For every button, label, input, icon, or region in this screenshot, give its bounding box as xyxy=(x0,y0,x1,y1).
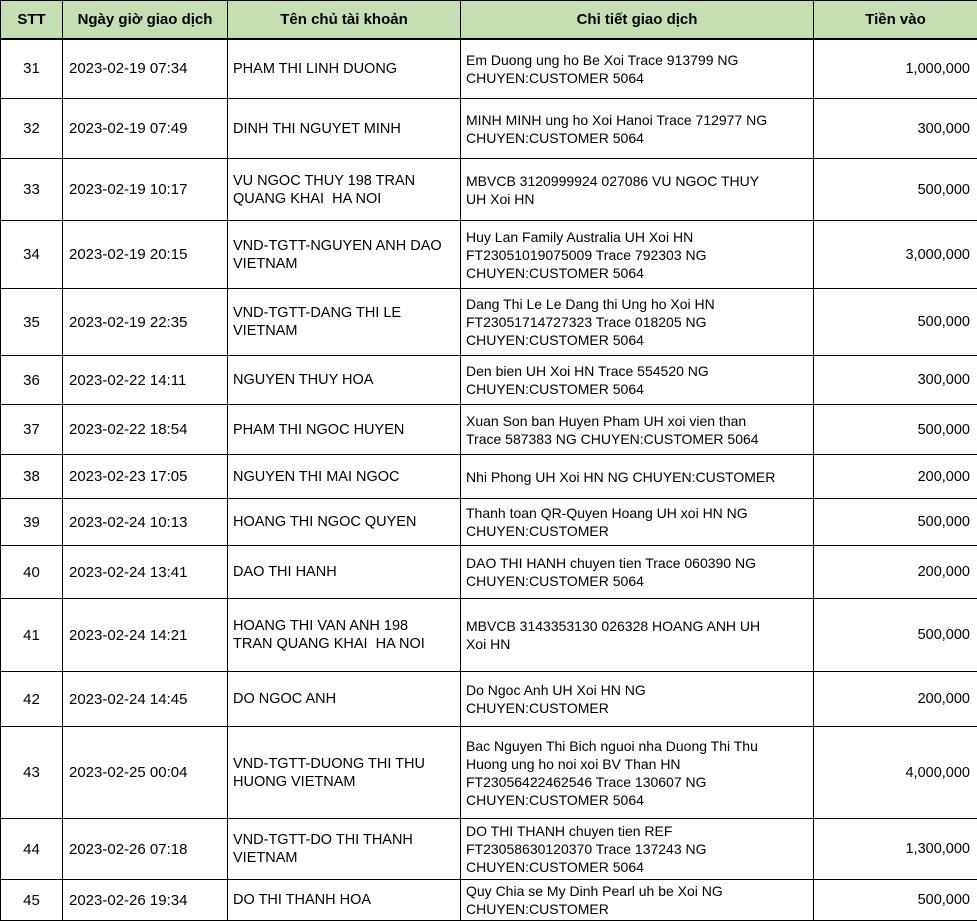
account-cell: PHAM THI LINH DUONG xyxy=(227,38,461,99)
table-row: 39 2023-02-24 10:13 HOANG THI NGOC QUYEN… xyxy=(0,498,977,546)
stt-cell: 35 xyxy=(0,288,63,356)
amount-cell: 200,000 xyxy=(813,671,977,727)
account-cell: DINH THI NGUYET MINH xyxy=(227,98,461,159)
details-cell: Quy Chia se My Dinh Pearl uh be Xoi NG C… xyxy=(460,879,814,921)
stt-cell: 37 xyxy=(0,404,63,455)
stt-cell: 32 xyxy=(0,98,63,159)
amount-cell: 500,000 xyxy=(813,598,977,672)
table-row: 32 2023-02-19 07:49 DINH THI NGUYET MINH… xyxy=(0,98,977,159)
account-cell: NGUYEN THUY HOA xyxy=(227,355,461,405)
amount-cell: 1,300,000 xyxy=(813,818,977,880)
details-cell: MINH MINH ung ho Xoi Hanoi Trace 712977 … xyxy=(460,98,814,159)
details-cell: Xuan Son ban Huyen Pham UH xoi vien than… xyxy=(460,404,814,455)
account-cell: PHAM THI NGOC HUYEN xyxy=(227,404,461,455)
column-header-stt: STT xyxy=(0,0,63,40)
stt-cell: 36 xyxy=(0,355,63,405)
details-cell: Bac Nguyen Thi Bich nguoi nha Duong Thi … xyxy=(460,726,814,819)
datetime-cell: 2023-02-24 14:45 xyxy=(62,671,228,727)
amount-cell: 200,000 xyxy=(813,454,977,499)
column-header-datetime: Ngày giờ giao dịch xyxy=(62,0,228,40)
account-cell: VND-TGTT-DUONG THI THU HUONG VIETNAM xyxy=(227,726,461,819)
amount-cell: 3,000,000 xyxy=(813,220,977,289)
details-cell: Em Duong ung ho Be Xoi Trace 913799 NG C… xyxy=(460,38,814,99)
column-header-account: Tên chủ tài khoản xyxy=(227,0,461,40)
datetime-cell: 2023-02-22 18:54 xyxy=(62,404,228,455)
stt-cell: 31 xyxy=(0,38,63,99)
details-cell: DAO THI HANH chuyen tien Trace 060390 NG… xyxy=(460,545,814,599)
table-row: 40 2023-02-24 13:41 DAO THI HANH DAO THI… xyxy=(0,545,977,599)
account-cell: DO NGOC ANH xyxy=(227,671,461,727)
stt-cell: 40 xyxy=(0,545,63,599)
stt-cell: 38 xyxy=(0,454,63,499)
amount-cell: 200,000 xyxy=(813,545,977,599)
datetime-cell: 2023-02-26 19:34 xyxy=(62,879,228,921)
stt-cell: 44 xyxy=(0,818,63,880)
datetime-cell: 2023-02-24 13:41 xyxy=(62,545,228,599)
table-row: 34 2023-02-19 20:15 VND-TGTT-NGUYEN ANH … xyxy=(0,220,977,289)
datetime-cell: 2023-02-19 07:49 xyxy=(62,98,228,159)
account-cell: HOANG THI VAN ANH 198 TRAN QUANG KHAI HA… xyxy=(227,598,461,672)
datetime-cell: 2023-02-23 17:05 xyxy=(62,454,228,499)
table-row: 43 2023-02-25 00:04 VND-TGTT-DUONG THI T… xyxy=(0,726,977,819)
table-row: 35 2023-02-19 22:35 VND-TGTT-DANG THI LE… xyxy=(0,288,977,356)
details-cell: MBVCB 3143353130 026328 HOANG ANH UH Xoi… xyxy=(460,598,814,672)
datetime-cell: 2023-02-22 14:11 xyxy=(62,355,228,405)
column-header-details: Chi tiết giao dịch xyxy=(460,0,814,40)
table-row: 44 2023-02-26 07:18 VND-TGTT-DO THI THAN… xyxy=(0,818,977,880)
account-cell: DO THI THANH HOA xyxy=(227,879,461,921)
amount-cell: 300,000 xyxy=(813,355,977,405)
account-cell: VND-TGTT-DO THI THANH VIETNAM xyxy=(227,818,461,880)
table-row: 45 2023-02-26 19:34 DO THI THANH HOA Quy… xyxy=(0,879,977,921)
stt-cell: 39 xyxy=(0,498,63,546)
details-cell: Thanh toan QR-Quyen Hoang UH xoi HN NG C… xyxy=(460,498,814,546)
table-row: 41 2023-02-24 14:21 HOANG THI VAN ANH 19… xyxy=(0,598,977,672)
table-row: 31 2023-02-19 07:34 PHAM THI LINH DUONG … xyxy=(0,38,977,99)
amount-cell: 500,000 xyxy=(813,879,977,921)
details-cell: DO THI THANH chuyen tien REF FT230586301… xyxy=(460,818,814,880)
stt-cell: 42 xyxy=(0,671,63,727)
table-row: 42 2023-02-24 14:45 DO NGOC ANH Do Ngoc … xyxy=(0,671,977,727)
amount-cell: 4,000,000 xyxy=(813,726,977,819)
table-row: 33 2023-02-19 10:17 VU NGOC THUY 198 TRA… xyxy=(0,158,977,221)
table-header: STT Ngày giờ giao dịch Tên chủ tài khoản… xyxy=(0,0,977,40)
table-row: 36 2023-02-22 14:11 NGUYEN THUY HOA Den … xyxy=(0,355,977,405)
column-header-amount: Tiền vào xyxy=(813,0,977,40)
stt-cell: 43 xyxy=(0,726,63,819)
amount-cell: 500,000 xyxy=(813,404,977,455)
table-row: 38 2023-02-23 17:05 NGUYEN THI MAI NGOC … xyxy=(0,454,977,499)
details-cell: Nhi Phong UH Xoi HN NG CHUYEN:CUSTOMER xyxy=(460,454,814,499)
details-cell: Huy Lan Family Australia UH Xoi HN FT230… xyxy=(460,220,814,289)
amount-cell: 300,000 xyxy=(813,98,977,159)
amount-cell: 1,000,000 xyxy=(813,38,977,99)
stt-cell: 33 xyxy=(0,158,63,221)
account-cell: DAO THI HANH xyxy=(227,545,461,599)
details-cell: Den bien UH Xoi HN Trace 554520 NG CHUYE… xyxy=(460,355,814,405)
table-body: 31 2023-02-19 07:34 PHAM THI LINH DUONG … xyxy=(0,38,977,921)
details-cell: Dang Thi Le Le Dang thi Ung ho Xoi HN FT… xyxy=(460,288,814,356)
datetime-cell: 2023-02-19 10:17 xyxy=(62,158,228,221)
stt-cell: 34 xyxy=(0,220,63,289)
stt-cell: 45 xyxy=(0,879,63,921)
account-cell: VND-TGTT-NGUYEN ANH DAO VIETNAM xyxy=(227,220,461,289)
amount-cell: 500,000 xyxy=(813,158,977,221)
datetime-cell: 2023-02-25 00:04 xyxy=(62,726,228,819)
account-cell: VND-TGTT-DANG THI LE VIETNAM xyxy=(227,288,461,356)
details-cell: Do Ngoc Anh UH Xoi HN NG CHUYEN:CUSTOMER xyxy=(460,671,814,727)
account-cell: NGUYEN THI MAI NGOC xyxy=(227,454,461,499)
account-cell: HOANG THI NGOC QUYEN xyxy=(227,498,461,546)
datetime-cell: 2023-02-24 10:13 xyxy=(62,498,228,546)
datetime-cell: 2023-02-26 07:18 xyxy=(62,818,228,880)
datetime-cell: 2023-02-19 07:34 xyxy=(62,38,228,99)
amount-cell: 500,000 xyxy=(813,288,977,356)
datetime-cell: 2023-02-19 22:35 xyxy=(62,288,228,356)
datetime-cell: 2023-02-19 20:15 xyxy=(62,220,228,289)
amount-cell: 500,000 xyxy=(813,498,977,546)
datetime-cell: 2023-02-24 14:21 xyxy=(62,598,228,672)
account-cell: VU NGOC THUY 198 TRAN QUANG KHAI HA NOI xyxy=(227,158,461,221)
header-row: STT Ngày giờ giao dịch Tên chủ tài khoản… xyxy=(0,0,977,40)
table-row: 37 2023-02-22 18:54 PHAM THI NGOC HUYEN … xyxy=(0,404,977,455)
stt-cell: 41 xyxy=(0,598,63,672)
details-cell: MBVCB 3120999924 027086 VU NGOC THUY UH … xyxy=(460,158,814,221)
